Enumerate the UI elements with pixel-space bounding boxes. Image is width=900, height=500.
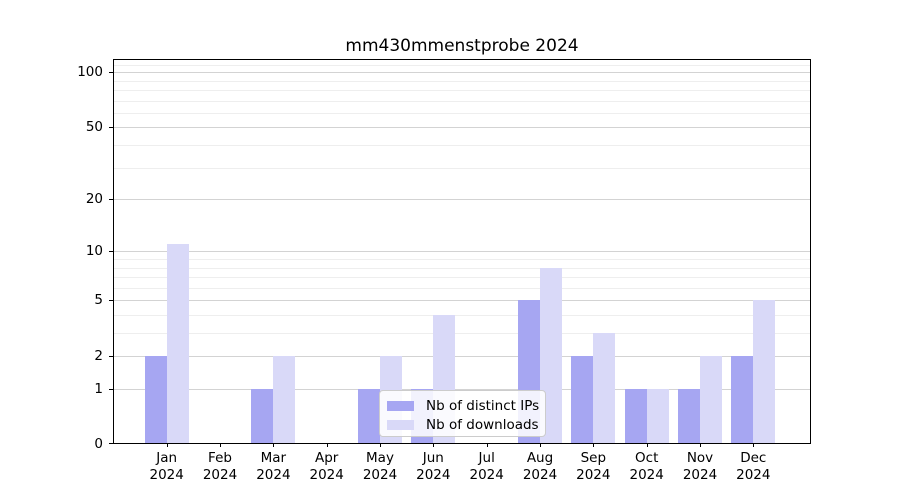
gridline-y-80 (114, 89, 810, 91)
bar-nov-downloads (700, 356, 722, 443)
x-tick-label-jun: Jun 2024 (416, 450, 451, 483)
y-tick-label-1: 1 (94, 381, 103, 397)
y-axis: 0 1 2 5 10 20 50 100 (0, 60, 113, 452)
bar-nov-distinct-ips (678, 389, 700, 443)
x-tick-jan (166, 443, 168, 447)
x-tick-nov (700, 443, 701, 447)
x-tick-label-jul: Jul 2024 (469, 450, 504, 483)
x-tick-label-jan: Jan 2024 (149, 450, 184, 483)
gridline-y-10 (114, 251, 810, 253)
x-tick-label-may: May 2024 (362, 450, 398, 483)
x-tick-label-feb: Feb 2024 (202, 450, 238, 483)
gridline-y-1 (114, 389, 810, 390)
gridline-y-60 (114, 112, 810, 114)
y-tick-2 (109, 356, 113, 358)
x-tick-feb (220, 443, 221, 447)
x-tick-apr (326, 443, 328, 447)
legend-entry-distinct-ips: Nb of distinct IPs (387, 396, 540, 415)
gridline-y-40 (114, 144, 810, 146)
gridline-y-4 (114, 315, 810, 316)
gridline-y-6 (114, 287, 810, 289)
y-tick-label-5: 5 (94, 292, 103, 309)
x-tick-mar (273, 443, 275, 447)
legend-label-downloads: Nb of downloads (426, 416, 539, 433)
gridline-y-70 (114, 100, 810, 102)
bar-sep-distinct-ips (571, 356, 594, 443)
bar-dec-distinct-ips (731, 356, 754, 443)
x-tick-label-aug: Aug 2024 (522, 450, 558, 483)
x-tick-dec (753, 443, 755, 447)
gridline-y-30 (114, 167, 810, 169)
x-tick-jul (486, 443, 488, 447)
x-tick-label-dec: Dec 2024 (736, 450, 771, 483)
x-tick-oct (646, 443, 648, 447)
y-tick-label-50: 50 (85, 119, 103, 136)
x-tick-label-apr: Apr 2024 (309, 450, 344, 483)
x-tick-label-sep: Sep 2024 (576, 450, 611, 483)
bar-jan-downloads (166, 244, 189, 443)
gridline-y-90 (114, 80, 810, 82)
x-tick-label-nov: Nov 2024 (682, 450, 718, 483)
gridline-y-100 (114, 72, 810, 74)
gridline-y-7 (114, 277, 810, 278)
gridline-y-20 (114, 199, 810, 200)
plot-area (113, 59, 811, 444)
bar-dec-downloads (753, 300, 776, 443)
y-tick-label-10: 10 (85, 243, 103, 260)
y-tick-5 (109, 300, 113, 302)
bar-oct-downloads (646, 389, 669, 443)
x-tick-label-mar: Mar 2024 (256, 450, 291, 483)
legend-swatch-downloads (387, 419, 414, 430)
gridline-y-110 (114, 64, 810, 66)
gridline-y-3 (114, 333, 810, 334)
y-tick-10 (109, 251, 113, 253)
y-tick-50 (109, 127, 113, 129)
legend-label-distinct-ips: Nb of distinct IPs (426, 397, 540, 414)
x-tick-aug (540, 443, 541, 447)
legend-swatch-distinct-ips (387, 400, 414, 411)
gridline-y-2 (114, 356, 810, 358)
gridline-y-50 (114, 127, 810, 129)
y-tick-100 (109, 72, 113, 74)
chart-title: mm430mmenstprobe 2024 (345, 36, 579, 56)
x-tick-may (380, 443, 381, 447)
bar-may-distinct-ips (358, 389, 380, 443)
bar-mar-downloads (273, 356, 296, 443)
x-tick-jun (433, 443, 435, 447)
gridline-y-9 (114, 259, 810, 260)
bar-sep-downloads (593, 333, 616, 443)
y-tick-label-100: 100 (77, 64, 103, 81)
x-tick-sep (593, 443, 595, 447)
bar-jan-distinct-ips (144, 356, 167, 443)
x-tick-label-oct: Oct 2024 (629, 450, 664, 483)
gridline-y-5 (114, 300, 810, 302)
bar-mar-distinct-ips (251, 389, 274, 443)
gridline-y-8 (114, 267, 810, 269)
y-tick-1 (109, 389, 113, 390)
x-axis: Jan 2024 Feb 2024 Mar 2024 Apr 2024 May 2024 Jun 20… (114, 443, 810, 493)
y-tick-label-20: 20 (85, 191, 103, 207)
y-tick-label-2: 2 (94, 348, 103, 365)
legend: Nb of distinct IPs Nb of downloads (379, 390, 546, 437)
y-tick-0 (109, 443, 113, 444)
bar-oct-distinct-ips (624, 389, 647, 443)
legend-entry-downloads: Nb of downloads (387, 415, 539, 434)
y-tick-label-0: 0 (94, 436, 103, 452)
y-tick-20 (109, 199, 113, 200)
